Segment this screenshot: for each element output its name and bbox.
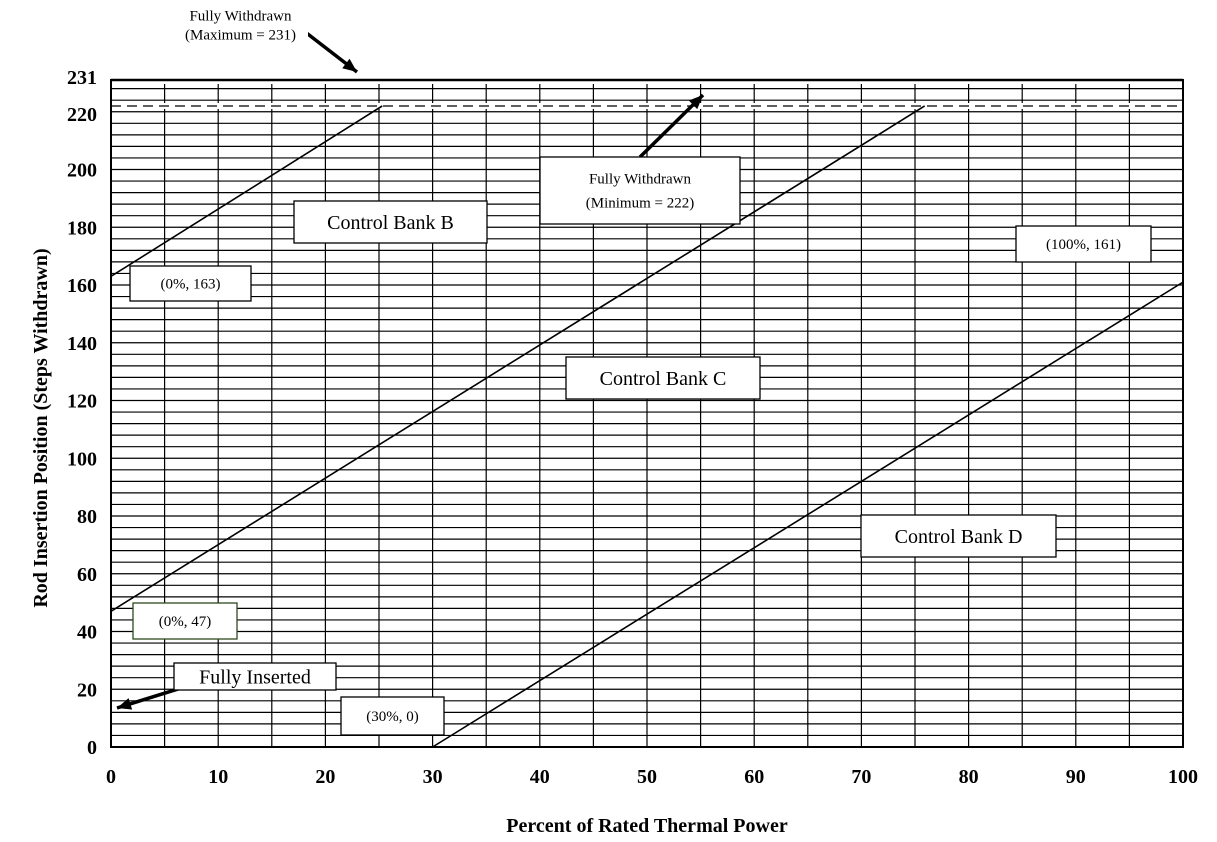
x-tick-label: 0 [106,766,116,788]
y-tick-label: 200 [67,160,97,182]
label-control-bank-b: Control Bank B [293,200,488,244]
y-tick-label: 60 [77,564,97,586]
annotations: Fully Withdrawn(Maximum = 231)Fully With… [129,3,1152,736]
y-tick-label: 160 [67,275,97,297]
x-tick-label: 70 [851,766,871,788]
annotation-point-0-47-text: (0%, 47) [159,614,212,630]
annotation-point-0-163: (0%, 163) [129,265,252,302]
y-tick-label: 0 [87,737,97,759]
y-tick-label: 220 [67,104,97,126]
max-withdrawn-arrow-head [342,58,357,72]
annotation-point-30-0-box [340,696,445,736]
annotation-max-withdrawn: Fully Withdrawn (Maximum = 231) [173,3,308,47]
annotation-max-withdrawn-text: Fully Withdrawn [189,9,292,25]
annotation-max-withdrawn-bg [173,3,308,47]
x-tick-label: 50 [637,766,657,788]
y-tick-label: 20 [77,679,97,701]
label-fully-inserted-box [173,662,337,691]
x-tick-label: 80 [959,766,979,788]
annotation-point-100-161: (100%, 161) [1015,225,1152,263]
annotation-max-withdrawn-text: (Maximum = 231) [185,28,296,44]
x-tick-label: 60 [744,766,764,788]
label-control-bank-d: Control Bank D [860,514,1057,558]
x-tick-labels: 0 10 20 30 40 50 60 70 80 90 100 [106,766,1198,788]
annotation-point-30-0: (30%, 0) [340,696,445,736]
y-tick-label: 100 [67,448,97,470]
annotation-point-0-163-text: (0%, 163) [161,277,221,293]
label-control-bank-b-box [293,200,488,244]
y-tick-label: 80 [77,506,97,528]
min-withdrawn-arrow [638,93,705,159]
label-control-bank-d-box [860,514,1057,558]
min-withdrawn-arrow-head [688,95,703,110]
label-control-bank-c-box [565,356,761,400]
x-tick-label: 90 [1066,766,1086,788]
annotation-min-withdrawn-text: Fully Withdrawn [589,172,692,188]
annotation-point-0-163-box [129,265,252,302]
y-tick-label: 120 [67,391,97,413]
plot-frame [110,79,1184,748]
label-control-bank-c: Control Bank C [565,356,761,400]
x-tick-label: 30 [423,766,443,788]
x-tick-label: 100 [1168,766,1198,788]
label-fully-inserted-text: Fully Inserted [199,667,311,689]
y-tick-labels: 0 20 40 60 80 100 120 140 160 180 200 220 231 [67,67,97,759]
y-tick-label: 231 [67,67,97,89]
annotation-point-30-0-text: (30%, 0) [366,709,419,725]
annotation-min-withdrawn: Fully Withdrawn (Minimum = 222) [539,156,741,225]
x-tick-label: 40 [530,766,550,788]
y-tick-label: 40 [77,622,97,644]
fully-inserted-arrow-head [117,698,133,710]
annotation-point-0-47-box [132,602,238,640]
label-control-bank-c-text: Control Bank C [600,368,727,390]
series-line-bank-d [432,281,1184,748]
series-lines [110,105,1184,748]
series-line-bank-c [110,105,926,612]
x-tick-label: 10 [208,766,228,788]
annotation-point-100-161-text: (100%, 161) [1046,237,1121,253]
series-line-bank-b [110,105,383,278]
y-tick-label: 140 [67,333,97,355]
y-axis-title: Rod Insertion Position (Steps Withdrawn) [30,248,52,607]
label-fully-inserted: Fully Inserted [173,662,337,691]
annotation-min-withdrawn-box [539,156,741,225]
x-axis-title: Percent of Rated Thermal Power [506,815,788,837]
y-tick-label: 180 [67,217,97,239]
annotation-min-withdrawn-text: (Minimum = 222) [586,196,694,212]
label-control-bank-d-text: Control Bank D [895,526,1023,548]
x-tick-label: 20 [315,766,335,788]
label-control-bank-b-text: Control Bank B [327,212,454,234]
annotation-point-0-47: (0%, 47) [132,602,238,640]
annotation-point-100-161-box [1015,225,1152,263]
